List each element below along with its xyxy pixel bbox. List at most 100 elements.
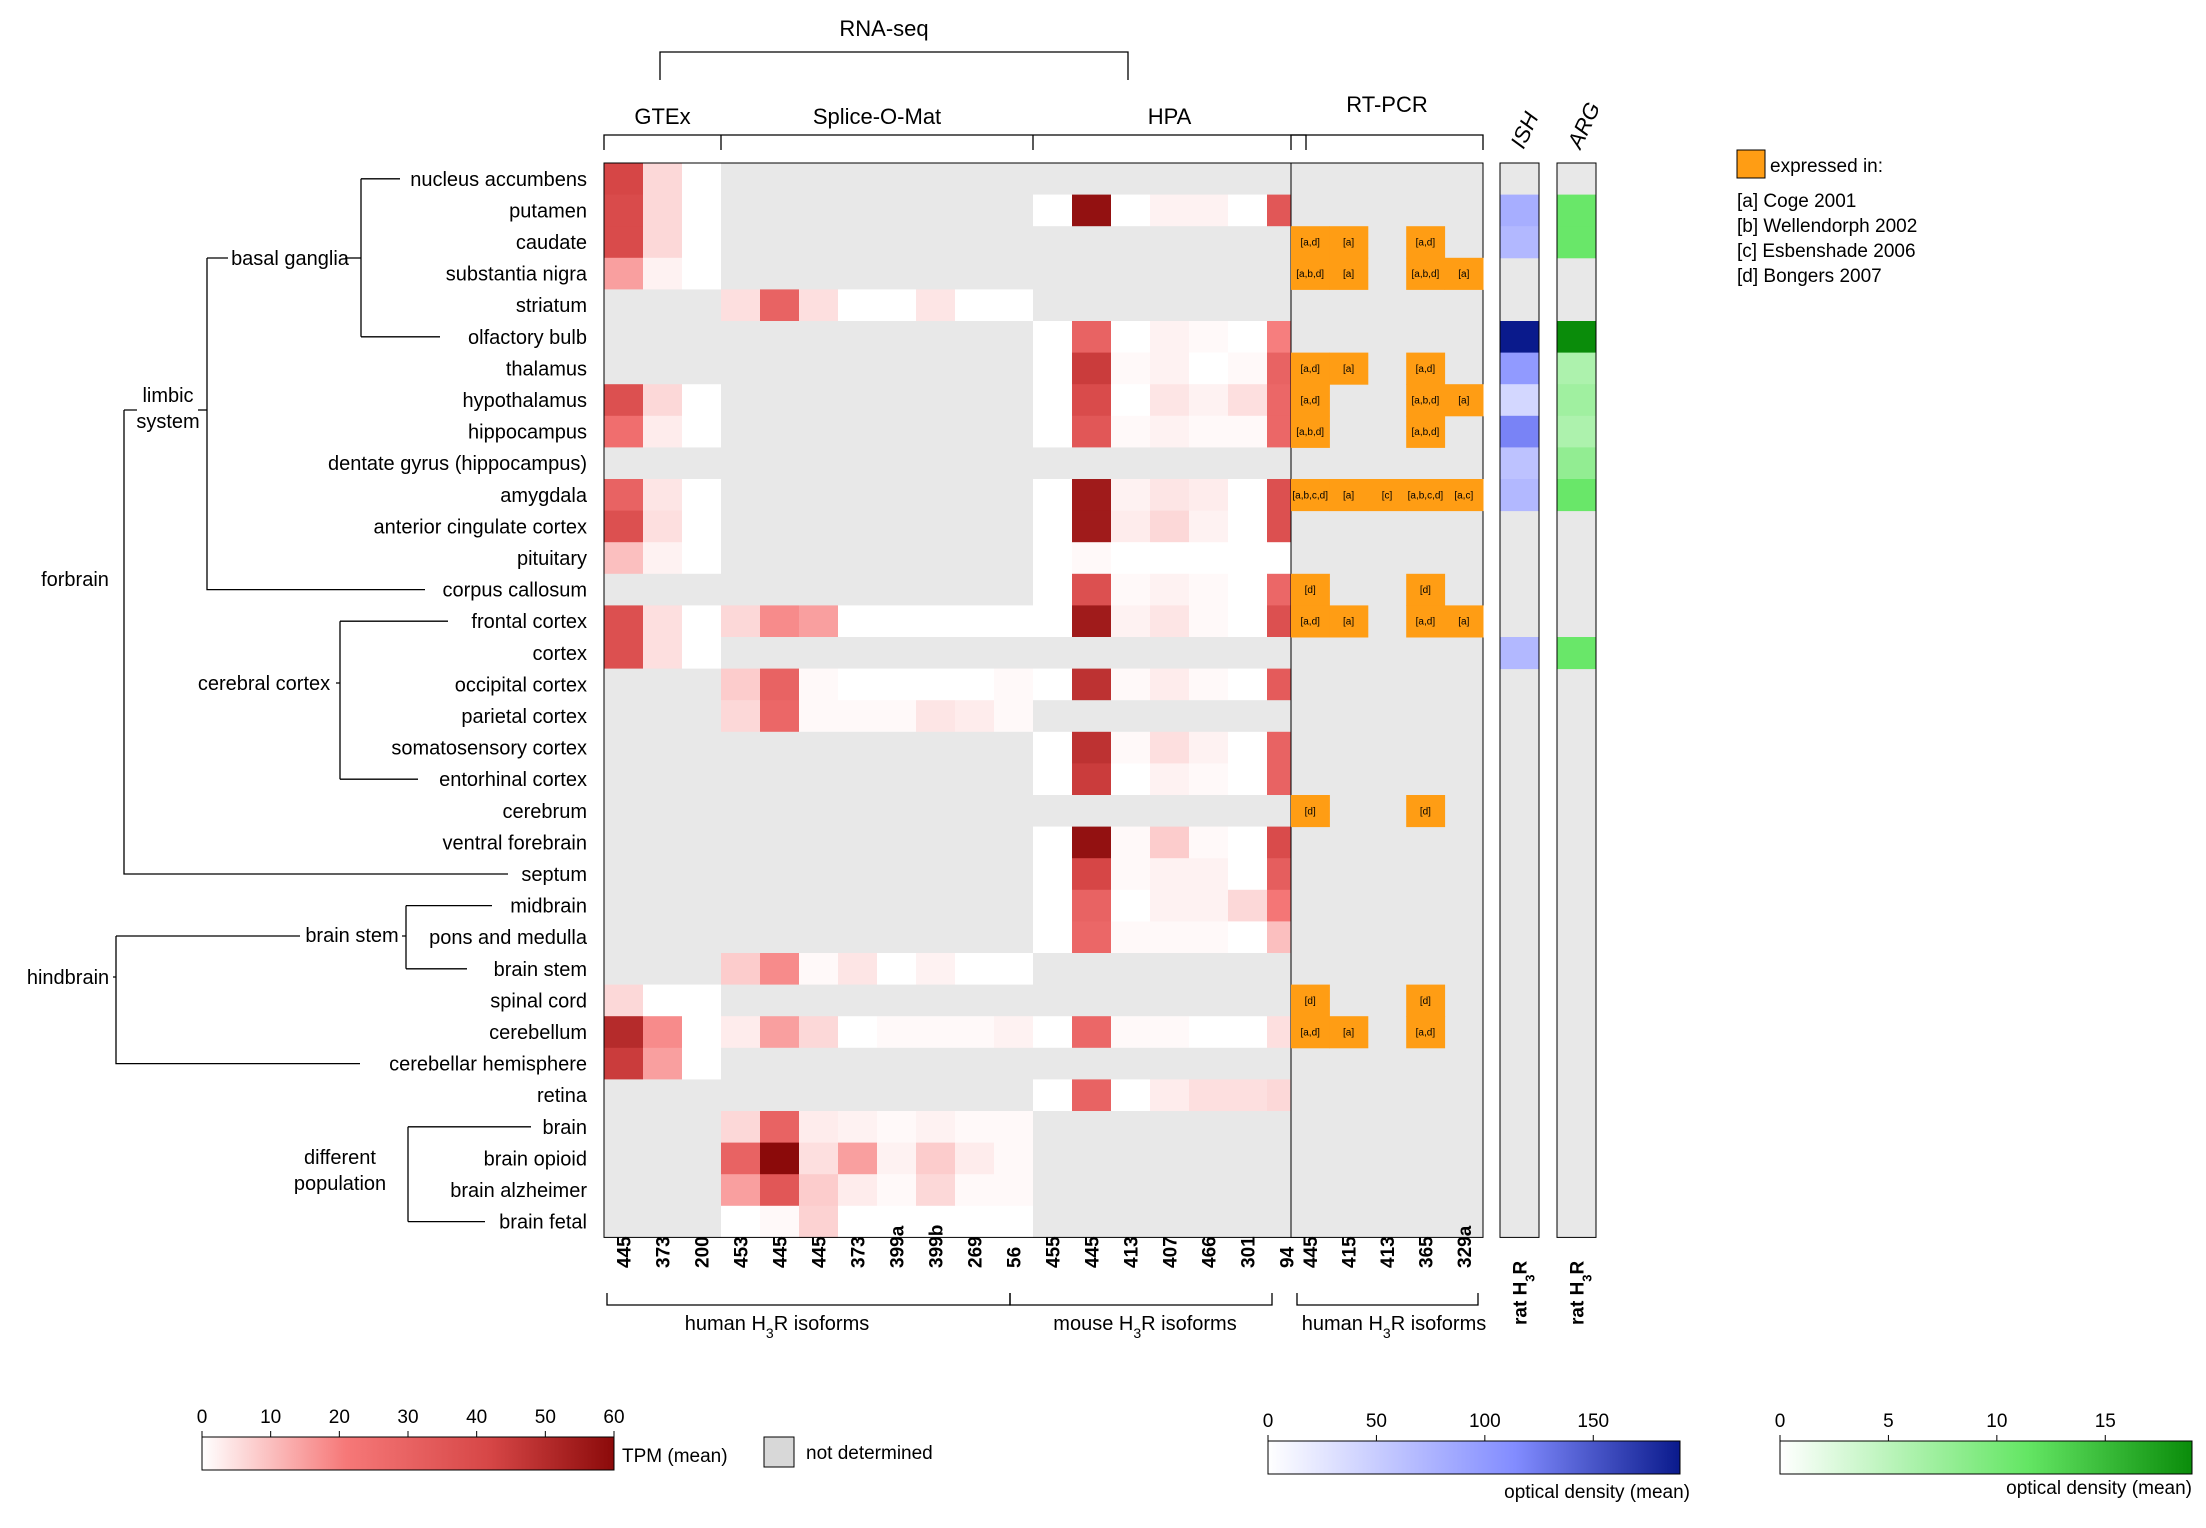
heatmap-cell xyxy=(1072,921,1112,954)
heatmap-cell xyxy=(1072,226,1112,259)
rtpcr-cell xyxy=(1406,352,1446,385)
rtpcr-cell xyxy=(1291,384,1330,417)
heatmap-cell xyxy=(799,289,839,322)
arg-cell xyxy=(1557,352,1596,385)
heatmap-cell xyxy=(799,415,839,448)
heatmap-cell xyxy=(799,795,839,828)
rtpcr-cell xyxy=(1329,479,1369,512)
row-label: brain stem xyxy=(494,959,587,981)
heatmap-cell xyxy=(1033,1111,1073,1144)
heatmap-cell xyxy=(682,226,722,259)
rtpcr-frame xyxy=(1290,162,1484,1238)
heatmap-cell xyxy=(760,1142,800,1175)
row-label: caudate xyxy=(516,232,587,254)
heatmap-cell xyxy=(799,479,839,512)
row-label: substantia nigra xyxy=(446,264,588,286)
heatmap-cell xyxy=(1072,447,1112,480)
heatmap-cell xyxy=(721,953,761,986)
rtpcr-cell xyxy=(1329,1016,1369,1049)
heatmap-cell xyxy=(994,637,1034,670)
heatmap-cell xyxy=(955,479,995,512)
ish-colorbar-tick-label: 100 xyxy=(1469,1411,1501,1432)
heatmap-cell xyxy=(799,1111,839,1144)
row-label: hypothalamus xyxy=(462,390,587,412)
heatmap-cell xyxy=(1150,226,1190,259)
heatmap-cell xyxy=(721,415,761,448)
heatmap-cell xyxy=(682,257,722,290)
rtpcr-cell-label: [a,d] xyxy=(1416,364,1436,375)
ish-cell xyxy=(1500,321,1539,354)
heatmap-cell xyxy=(604,257,644,290)
rtpcr-cell xyxy=(1406,573,1446,606)
heatmap-cell xyxy=(1150,1079,1190,1112)
heatmap-cell xyxy=(1150,163,1190,196)
arg-cell xyxy=(1557,447,1596,480)
heatmap-cell xyxy=(877,289,917,322)
heatmap-cell xyxy=(877,921,917,954)
heatmap-cell xyxy=(1111,668,1151,701)
heatmap-cell xyxy=(877,163,917,196)
heatmap-cell xyxy=(604,795,644,828)
row-label: cerebrum xyxy=(503,801,587,823)
column-label: 94 xyxy=(1278,1246,1299,1268)
heatmap-cell xyxy=(1150,637,1190,670)
heatmap-cell xyxy=(643,668,683,701)
heatmap-cell xyxy=(877,1047,917,1080)
arg-colorbar-tick-label: 5 xyxy=(1883,1411,1894,1432)
heatmap-cell xyxy=(1033,921,1073,954)
heatmap-cell xyxy=(955,1047,995,1080)
heatmap-cell xyxy=(1111,321,1151,354)
heatmap-cell xyxy=(1072,668,1112,701)
heatmap-cell xyxy=(1072,479,1112,512)
heatmap-cell xyxy=(643,257,683,290)
heatmap-cell xyxy=(877,795,917,828)
column-label: 399a xyxy=(888,1225,909,1268)
heatmap-cell xyxy=(955,163,995,196)
heatmap-cell xyxy=(1033,226,1073,259)
heatmap-cell xyxy=(877,826,917,859)
heatmap-cell xyxy=(643,384,683,417)
heatmap-cell xyxy=(1111,352,1151,385)
heatmap-cell xyxy=(1072,352,1112,385)
heatmap-cell xyxy=(838,1047,878,1080)
heatmap-cell xyxy=(643,826,683,859)
heatmap-cell xyxy=(1228,1111,1268,1144)
rtpcr-cell xyxy=(1444,605,1484,638)
tpm-colorbar-label: TPM (mean) xyxy=(622,1446,728,1467)
heatmap-cell xyxy=(1033,573,1073,606)
heatmap-cell xyxy=(955,953,995,986)
heatmap-cell xyxy=(604,889,644,922)
rtpcr-cell xyxy=(1406,415,1446,448)
heatmap-cell xyxy=(1033,194,1073,227)
row-label: entorhinal cortex xyxy=(439,769,587,791)
heatmap-cell xyxy=(760,542,800,575)
heatmap-cell xyxy=(955,384,995,417)
rtpcr-cell-label: [a] xyxy=(1343,364,1354,375)
heatmap-cell xyxy=(1228,1142,1268,1175)
heatmap-cell xyxy=(604,447,644,480)
heatmap-cell xyxy=(1150,479,1190,512)
heatmap-cell xyxy=(682,826,722,859)
heatmap-cell xyxy=(682,415,722,448)
arg-cell xyxy=(1557,194,1596,227)
row-label: cerebellar hemisphere xyxy=(389,1054,587,1076)
heatmap-cell xyxy=(955,1205,995,1238)
heatmap-cell xyxy=(994,700,1034,733)
heatmap-cell xyxy=(838,352,878,385)
heatmap-cell xyxy=(916,542,956,575)
hierarchy-label: forbrain xyxy=(41,569,109,591)
heatmap-cell xyxy=(799,1205,839,1238)
heatmap-cell xyxy=(760,826,800,859)
heatmap-cell xyxy=(1189,1047,1229,1080)
heatmap-cell xyxy=(1072,858,1112,891)
heatmap-cell xyxy=(838,605,878,638)
heatmap-cell xyxy=(1033,1174,1073,1207)
heatmap-cell xyxy=(760,226,800,259)
heatmap-cell xyxy=(682,731,722,764)
heatmap-cell xyxy=(760,163,800,196)
heatmap-cell xyxy=(721,763,761,796)
heatmap-cell xyxy=(916,194,956,227)
heatmap-cell xyxy=(994,1174,1034,1207)
heatmap-cell xyxy=(838,542,878,575)
heatmap-cell xyxy=(1033,605,1073,638)
